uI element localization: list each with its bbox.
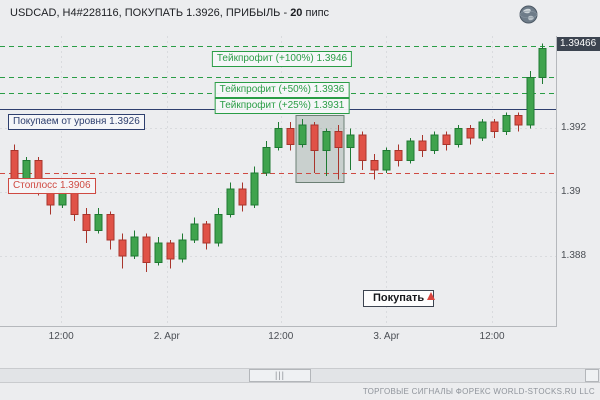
candle [262,147,271,174]
candle [430,134,439,152]
candle [190,223,199,241]
scrollbar-grip-icon: ||| [274,370,285,380]
candle [214,213,223,244]
chart-header: USDCAD, H4#228116, ПОКУПАТЬ 1.3926, ПРИБ… [10,7,510,19]
price-axis-separator [556,36,557,327]
level-label-buy-level: Покупаем от уровня 1.3926 [8,113,145,130]
price-axis-label: 1.39 [561,186,581,198]
candle [514,115,523,126]
scrollbar-handle[interactable]: ||| [249,369,311,382]
scrollbar-end-button[interactable] [585,369,599,382]
candle [502,115,511,133]
time-axis-label: 3. Apr [373,331,400,342]
price-axis-label: 1.392 [561,122,587,134]
candle [10,150,19,180]
price-axis-label: 1.388 [561,249,587,261]
candle [202,223,211,244]
candle [106,213,115,241]
candle [250,172,259,206]
level-label-stoploss: Стоплосс 1.3906 [8,177,96,194]
candle [538,48,547,78]
candle [334,131,343,149]
time-axis-label: 2. Apr [153,331,180,342]
candle [298,124,307,145]
level-label-tp25: Тейкпрофит (+25%) 1.3931 [214,97,350,114]
buy-button[interactable]: Покупать [363,290,435,307]
candle [142,236,151,263]
profit-value: 20 [290,7,303,19]
candle [466,127,475,139]
candle [130,236,139,257]
candle [442,134,451,145]
time-axis-label: 12:00 [48,331,74,342]
candle [382,150,391,171]
level-label-tp50: Тейкпрофит (+50%) 1.3936 [214,81,350,98]
time-axis-label: 12:00 [268,331,294,342]
candle [274,127,283,149]
time-axis-label: 12:00 [479,331,505,342]
candle [118,239,127,257]
profit-units: пипс [302,7,330,19]
candle [358,134,367,161]
time-axis: 12:00 2. Apr 12:00 3. Apr 12:00 [0,331,556,345]
candle [154,242,163,263]
current-price-badge: 1.39466 [557,36,600,51]
candle [346,134,355,149]
candle [238,188,247,206]
horizontal-scrollbar[interactable]: ||| [0,368,600,383]
footer-credit: ТОРГОВЫЕ СИГНАЛЫ ФОРЕКС WORLD-STOCKS.RU … [362,387,595,396]
candle [226,188,235,215]
candle [322,131,331,152]
chart-title-text: USDCAD, H4#228116, ПОКУПАТЬ 1.3926, ПРИБ… [10,7,291,19]
candle [286,127,295,145]
candle [418,140,427,152]
candle [454,127,463,145]
candle [370,159,379,171]
candle [310,124,319,152]
candle [178,239,187,260]
candle [490,121,499,133]
candle [406,140,415,161]
candle [166,242,175,260]
time-axis-separator [0,326,557,327]
level-label-tp100: Тейкпрофит (+100%) 1.3946 [211,50,353,67]
globe-icon [519,5,538,24]
buy-arrow-icon [427,292,435,300]
candle [94,213,103,231]
candle [478,121,487,139]
candle [394,150,403,161]
candle [526,76,535,126]
candle [82,213,91,231]
